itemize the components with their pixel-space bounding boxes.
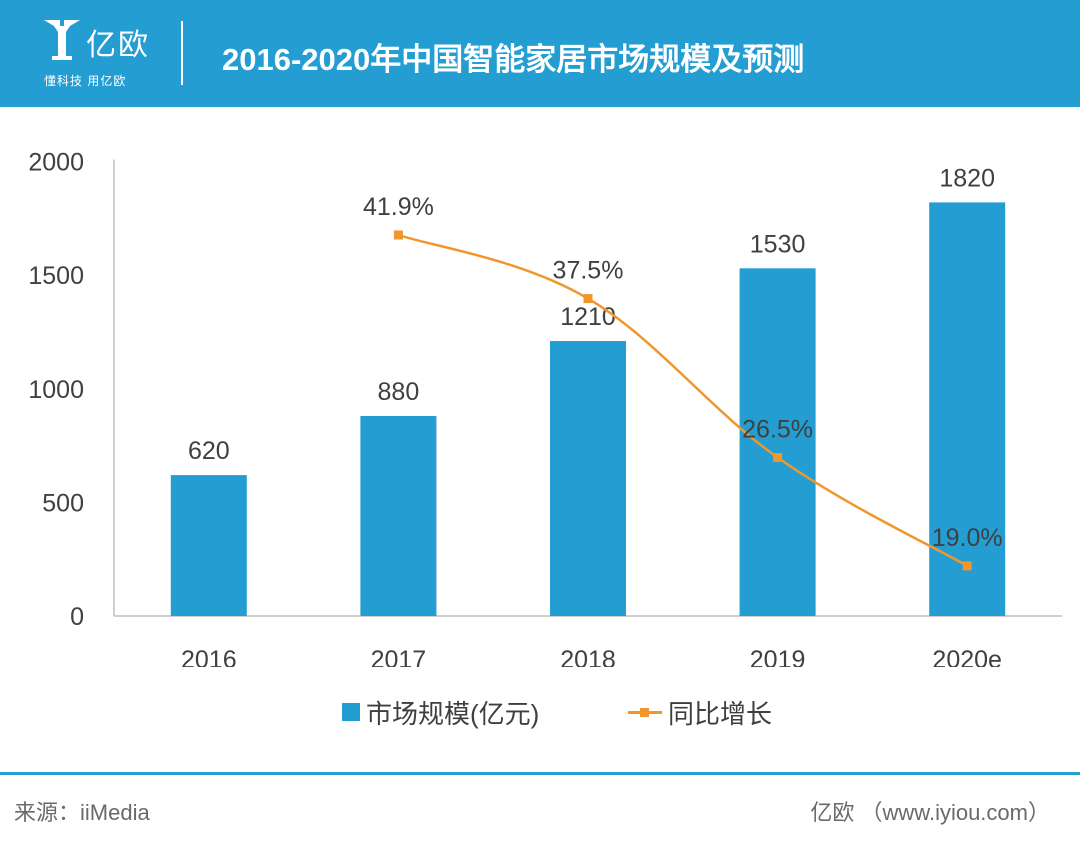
growth-value-label: 26.5%: [742, 416, 813, 444]
growth-point: [583, 294, 593, 304]
growth-value-label: 41.9%: [363, 193, 434, 221]
bar: [550, 341, 626, 616]
logo-icon: [44, 20, 80, 60]
bar: [929, 202, 1006, 616]
legend-swatch-bar: [342, 703, 360, 721]
x-tick-label: 2016: [181, 646, 237, 667]
growth-point: [773, 453, 783, 463]
bar-value-label: 620: [188, 437, 230, 465]
x-tick-label: 2017: [371, 646, 427, 667]
bar-value-label: 880: [378, 378, 420, 406]
growth-value-label: 19.0%: [932, 524, 1003, 552]
x-tick-label: 2018: [560, 646, 616, 667]
bar-value-label: 1530: [750, 230, 806, 258]
y-tick-label: 0: [70, 603, 84, 631]
legend-item-market-size: 市场规模(亿元): [342, 694, 539, 730]
growth-point: [962, 561, 972, 571]
y-tick-label: 500: [42, 489, 84, 517]
header-divider: [181, 21, 183, 85]
y-tick-label: 2000: [28, 149, 84, 177]
bar: [739, 268, 816, 616]
logo[interactable]: 亿欧 懂科技 用亿欧: [40, 16, 150, 92]
legend-label-market-size: 市场规模(亿元): [366, 698, 540, 729]
x-tick-label: 2020e: [932, 646, 1002, 667]
header-banner: 亿欧 懂科技 用亿欧 2016-2020年中国智能家居市场规模及预测: [0, 0, 1080, 107]
y-tick-label: 1000: [28, 376, 84, 404]
bar: [170, 475, 247, 616]
legend-swatch-line: [628, 703, 662, 721]
brand-url: 亿欧 （www.iyiou.com）: [810, 800, 1050, 825]
footer-divider: [0, 772, 1080, 775]
legend-label-growth: 同比增长: [668, 698, 773, 729]
growth-value-label: 37.5%: [553, 257, 624, 285]
growth-line: [398, 233, 968, 567]
bar-value-label: 1820: [939, 164, 995, 192]
page-title: 2016-2020年中国智能家居市场规模及预测: [222, 42, 805, 77]
y-tick-label: 1500: [28, 262, 84, 290]
bar: [360, 416, 437, 616]
x-tick-label: 2019: [750, 646, 806, 667]
legend: 市场规模(亿元) 同比增长: [0, 694, 1080, 730]
bar-value-label: 1210: [560, 303, 616, 331]
legend-item-growth: 同比增长: [628, 694, 772, 730]
logo-slogan: 懂科技 用亿欧: [44, 74, 127, 88]
growth-point: [393, 230, 403, 240]
chart: 0 500 1000 1500 2000 2016 2017 2018 2019 2020e 620…: [28, 149, 1062, 667]
source-note: 来源：iiMedia: [14, 800, 150, 825]
logo-name: 亿欧: [86, 29, 150, 62]
